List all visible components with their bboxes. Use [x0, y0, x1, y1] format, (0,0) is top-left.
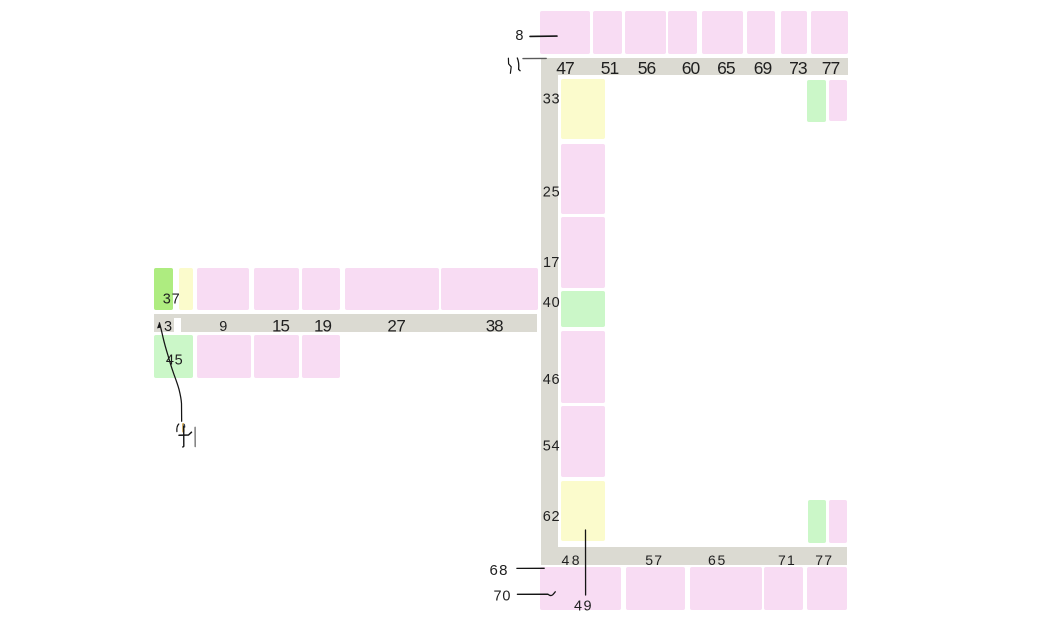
svg-text:17: 17 — [543, 255, 559, 271]
svg-text:57: 57 — [645, 552, 662, 568]
svg-text:25: 25 — [543, 184, 560, 200]
svg-text:48: 48 — [562, 552, 580, 568]
svg-text:37: 37 — [163, 291, 180, 307]
svg-text:46: 46 — [543, 372, 560, 388]
svg-text:49: 49 — [574, 598, 592, 614]
svg-text:8: 8 — [515, 28, 523, 44]
svg-text:40: 40 — [543, 295, 560, 311]
svg-text:68: 68 — [490, 562, 508, 579]
svg-text:71: 71 — [778, 552, 795, 568]
svg-text:9: 9 — [219, 319, 227, 335]
svg-text:47: 47 — [556, 58, 575, 78]
svg-text:65: 65 — [717, 58, 736, 78]
svg-text:38: 38 — [486, 316, 504, 335]
svg-text:62: 62 — [543, 509, 560, 525]
svg-text:65: 65 — [708, 552, 726, 568]
svg-text:15: 15 — [272, 316, 290, 335]
svg-text:19: 19 — [314, 316, 332, 335]
svg-text:77: 77 — [822, 58, 841, 78]
svg-text:54: 54 — [543, 439, 560, 455]
svg-text:60: 60 — [682, 58, 701, 78]
svg-text:73: 73 — [789, 58, 808, 78]
svg-text:51: 51 — [601, 58, 620, 78]
svg-text:70: 70 — [494, 589, 511, 605]
svg-text:56: 56 — [638, 58, 657, 78]
svg-text:69: 69 — [754, 58, 773, 78]
svg-text:77: 77 — [815, 552, 832, 568]
svg-text:33: 33 — [543, 91, 560, 107]
svg-text:27: 27 — [387, 316, 406, 335]
svg-text:3: 3 — [164, 319, 172, 335]
